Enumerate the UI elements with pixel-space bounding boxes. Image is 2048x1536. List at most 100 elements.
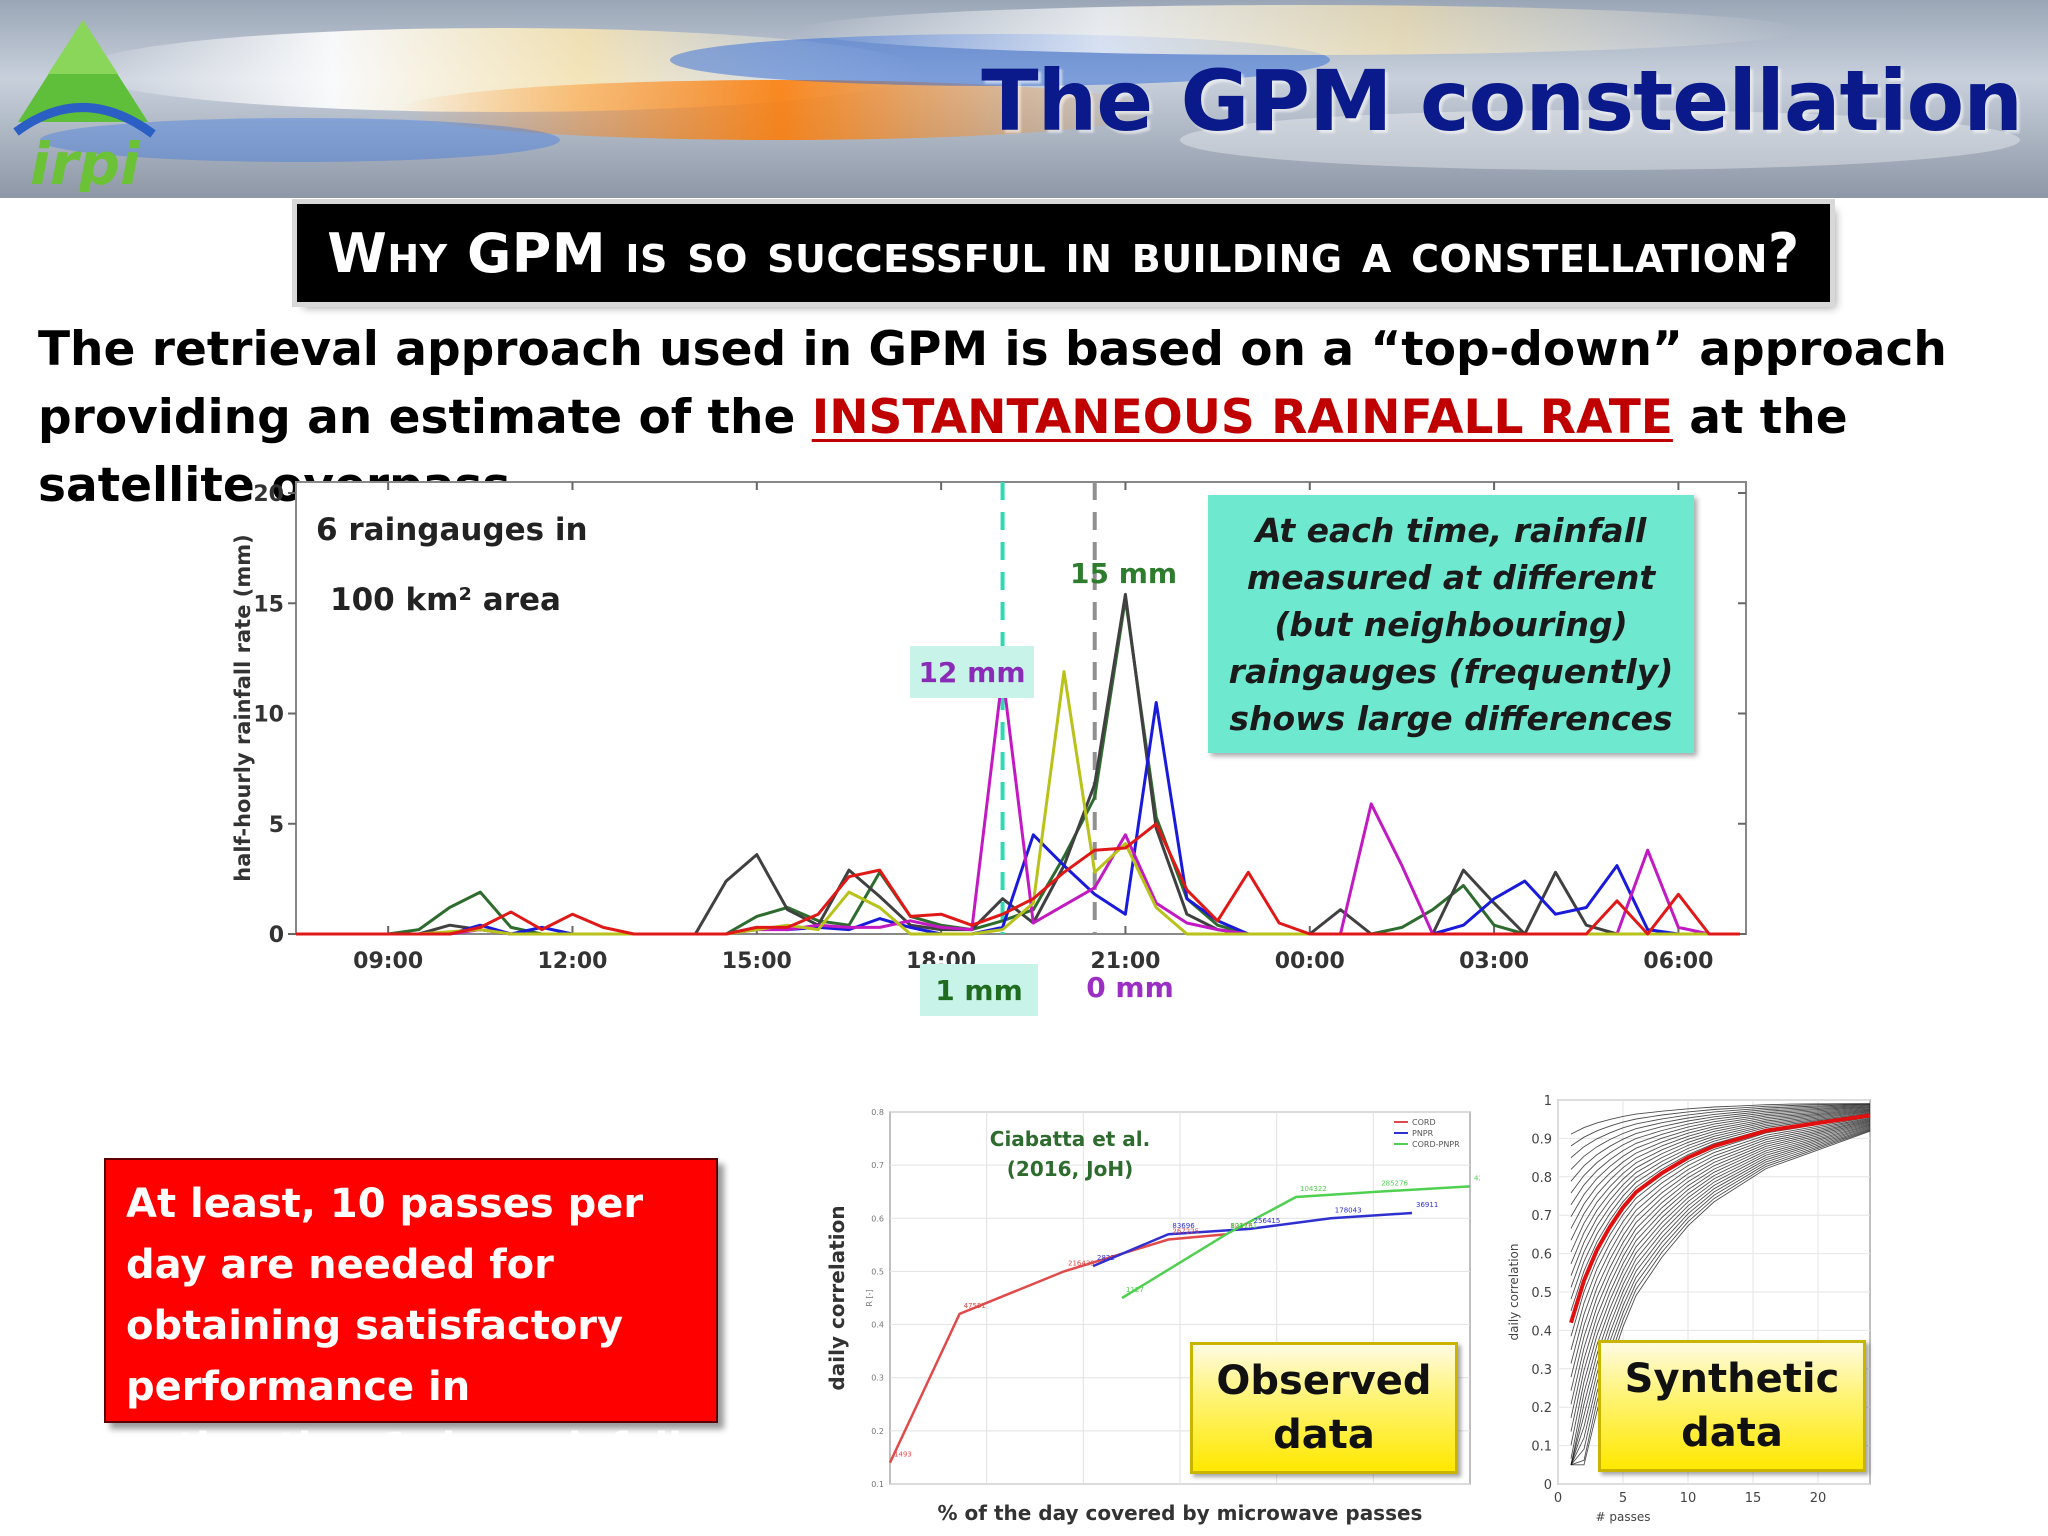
- correlation-series-line: [1121, 1185, 1471, 1300]
- ensemble-member-line: [1570, 1104, 1871, 1170]
- ensemble-member-line: [1570, 1124, 1871, 1459]
- intro-text-1: The retrieval approach used in GPM is ba…: [38, 322, 1947, 445]
- y-tick-label: 0.1: [871, 1480, 884, 1489]
- ensemble-member-line: [1570, 1103, 1871, 1158]
- y-tick-label: 20: [253, 482, 284, 507]
- point-label: 216439: [1068, 1259, 1095, 1267]
- ensemble-member-line: [1570, 1103, 1870, 1135]
- point-label: 47551: [964, 1302, 986, 1310]
- x-tick-label: 12:00: [537, 949, 607, 974]
- point-label: 256415: [1254, 1217, 1281, 1225]
- label-15mm: 15 mm: [1070, 557, 1177, 590]
- point-label: 267225: [1172, 1228, 1199, 1236]
- ensemble-member-line: [1570, 1119, 1871, 1391]
- y-tick-label: 0.2: [871, 1427, 884, 1436]
- label-12mm-box: [910, 646, 1034, 698]
- logo-text: irpi: [30, 130, 141, 192]
- ensemble-member-line: [1570, 1118, 1871, 1378]
- point-label: 82176: [1230, 1222, 1253, 1230]
- x-tick-label: 15: [1745, 1491, 1762, 1506]
- legend-entry: CORD-PNPR: [1412, 1140, 1460, 1149]
- y-tick-label: 0.5: [871, 1267, 884, 1276]
- y-tick-label: 0.9: [1531, 1132, 1552, 1147]
- ensemble-member-line: [1570, 1116, 1871, 1351]
- x-axis-label: % of the day covered by microwave passes: [938, 1501, 1423, 1525]
- x-tick-label: 20: [1810, 1491, 1827, 1506]
- x-tick-label: 06:00: [1643, 949, 1713, 974]
- y-axis-label: daily correlation: [1507, 1244, 1521, 1341]
- point-label: 36911: [1416, 1201, 1438, 1209]
- y-tick-label: 0.5: [1531, 1286, 1552, 1301]
- point-label: 2822: [1097, 1254, 1115, 1262]
- point-label: 104322: [1300, 1185, 1327, 1193]
- y-tick-label: 0.8: [871, 1108, 884, 1117]
- raingauge-series-line: [296, 701, 1740, 936]
- ensemble-member-line: [1570, 1120, 1871, 1405]
- x-axis-label: # passes: [1596, 1510, 1651, 1524]
- label-12mm: 12 mm: [918, 656, 1025, 689]
- ensemble-member-line: [1570, 1109, 1871, 1241]
- ensemble-member-line: [1570, 1107, 1871, 1217]
- x-tick-label: 09:00: [353, 949, 423, 974]
- chart-annotation: At each time, rainfall measured at diffe…: [1208, 495, 1694, 753]
- correlation-series-line: [1092, 1211, 1413, 1268]
- y-axis-label: daily correlation: [825, 1205, 849, 1390]
- observed-data-label: Observed data: [1190, 1342, 1458, 1474]
- x-tick-label: 21:00: [1090, 949, 1160, 974]
- area-label-line1: 6 raingauges in: [316, 512, 588, 548]
- callout-text: At least, 10 passes per day are needed f…: [126, 1181, 682, 1471]
- y-tick-label: 0.2: [1531, 1401, 1552, 1416]
- point-label: 83696: [1172, 1222, 1195, 1230]
- label-1mm: 1 mm: [935, 974, 1023, 1007]
- y-tick-label: 0.7: [1531, 1209, 1552, 1224]
- question-text: Why GPM is so successful in building a c…: [327, 221, 1800, 285]
- point-label: 1127: [1126, 1286, 1144, 1294]
- y-tick-label: 0.4: [871, 1321, 884, 1330]
- legend-entry: CORD: [1412, 1118, 1436, 1127]
- y-axis-sublabel: R [-]: [865, 1289, 874, 1306]
- label-0mm: 0 mm: [1086, 971, 1174, 1004]
- y-tick-label: 10: [253, 703, 284, 728]
- y-tick-label: 1: [1544, 1094, 1552, 1109]
- banner-background: [40, 5, 2020, 170]
- correlation-series-line: [888, 1232, 1227, 1464]
- header-banner: irpi The GPM constellation: [0, 0, 2048, 198]
- ensemble-member-line: [1570, 1106, 1871, 1206]
- legend-entry: PNPR: [1412, 1129, 1434, 1138]
- passes-callout: At least, 10 passes per day are needed f…: [104, 1158, 718, 1471]
- x-tick-label: 10: [1680, 1491, 1697, 1506]
- point-label: 42929: [1474, 1174, 1480, 1182]
- y-tick-label: 5: [269, 813, 284, 838]
- point-label: 1493: [894, 1451, 912, 1459]
- ensemble-member-line: [1570, 1123, 1871, 1446]
- irpi-logo: irpi: [13, 20, 156, 192]
- y-tick-label: 0.3: [1531, 1363, 1552, 1378]
- ensemble-member-line: [1570, 1105, 1871, 1182]
- ensemble-member-line: [1570, 1103, 1871, 1147]
- raingauge-series-line: [296, 822, 1740, 936]
- intro-text-2: at the satellite overpass: [38, 390, 1848, 513]
- ensemble-member-line: [1570, 1108, 1871, 1229]
- point-label: 178043: [1335, 1206, 1362, 1214]
- y-tick-label: 0.3: [871, 1374, 884, 1383]
- y-tick-label: 0.8: [1531, 1171, 1552, 1186]
- y-tick-label: 0: [1544, 1478, 1552, 1493]
- citation-line1: Ciabatta et al.: [990, 1127, 1150, 1151]
- ensemble-member-line: [1570, 1117, 1871, 1364]
- y-axis-label: half-hourly rainfall rate (mm): [231, 534, 255, 881]
- ensemble-member-line: [1570, 1113, 1871, 1300]
- ensemble-member-line: [1570, 1121, 1871, 1418]
- ensemble-member-line: [1570, 1110, 1871, 1264]
- label-1mm-box: [920, 964, 1038, 1016]
- y-tick-label: 0.4: [1531, 1324, 1552, 1339]
- ensemble-member-line: [1570, 1112, 1871, 1288]
- intro-highlight: INSTANTANEOUS RAINFALL RATE: [811, 390, 1673, 445]
- x-tick-label: 00:00: [1275, 949, 1345, 974]
- y-tick-label: 0: [269, 923, 284, 948]
- ensemble-mean-line: [1569, 1113, 1871, 1324]
- ensemble-member-line: [1570, 1105, 1871, 1194]
- ensemble-member-line: [1570, 1110, 1871, 1253]
- ensemble-member-line: [1570, 1111, 1871, 1276]
- y-tick-label: 0.6: [871, 1214, 884, 1223]
- area-label-line2: 100 km² area: [330, 582, 561, 618]
